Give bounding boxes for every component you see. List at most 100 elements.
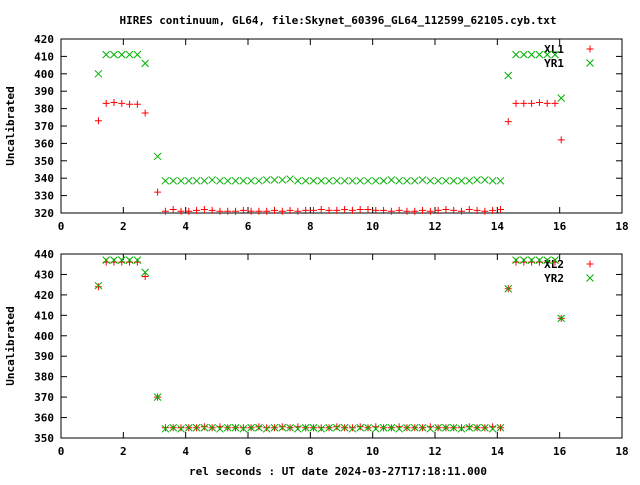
data-point [325, 176, 333, 185]
x-tick-label: 8 [307, 220, 314, 233]
data-point [192, 423, 201, 432]
data-point [294, 176, 302, 185]
data-point [286, 175, 294, 183]
y-tick-label: 340 [34, 172, 54, 185]
data-point [223, 176, 232, 185]
data-point [286, 206, 294, 214]
y-tick-label: 350 [34, 432, 54, 445]
data-point [239, 206, 247, 214]
data-point [434, 423, 442, 432]
data-point [325, 206, 333, 214]
legend-marker [586, 274, 594, 282]
data-point [527, 256, 536, 264]
data-point [262, 176, 271, 184]
data-point [465, 423, 474, 432]
data-point [364, 423, 372, 432]
data-point [177, 424, 185, 433]
data-point [102, 256, 111, 264]
x-tick-label: 6 [245, 445, 252, 458]
series-YR1 [94, 50, 566, 185]
data-point [496, 423, 505, 432]
data-point [333, 206, 341, 214]
data-point [224, 207, 232, 215]
data-point [504, 71, 513, 80]
data-point [364, 206, 372, 214]
y-tick-label: 330 [34, 190, 54, 203]
data-point [403, 423, 411, 432]
data-point [317, 206, 325, 214]
data-point [473, 176, 481, 184]
x-tick-label: 2 [120, 220, 127, 233]
data-point [543, 256, 552, 264]
data-point [232, 207, 240, 215]
data-point [125, 50, 134, 59]
data-point [94, 281, 103, 290]
data-point [512, 256, 520, 264]
data-point [504, 284, 513, 293]
data-point [426, 207, 434, 215]
data-point [380, 206, 388, 214]
data-point [450, 206, 458, 214]
data-point [332, 176, 341, 185]
data-point [161, 424, 170, 433]
data-point [387, 176, 396, 184]
x-tick-label: 18 [615, 220, 628, 233]
data-point [302, 206, 310, 214]
y-tick-label: 320 [34, 207, 54, 220]
data-point [192, 176, 201, 185]
x-tick-label: 4 [182, 445, 189, 458]
y-tick-label: 360 [34, 137, 54, 150]
data-point [294, 207, 302, 215]
data-point [333, 423, 341, 431]
data-point [110, 256, 118, 264]
data-point [496, 176, 505, 185]
data-point [379, 176, 388, 185]
data-point [332, 423, 341, 432]
x-tick-label: 6 [245, 220, 252, 233]
data-point [348, 206, 356, 214]
data-point [200, 423, 208, 431]
legend-label: YR1 [544, 57, 564, 70]
data-point [457, 207, 465, 215]
y-tick-label: 390 [34, 85, 54, 98]
data-point [457, 176, 466, 185]
y-tick-label: 430 [34, 268, 54, 281]
y-tick-label: 380 [34, 371, 54, 384]
data-point [133, 50, 142, 59]
y-axis-label: Uncalibrated [4, 306, 17, 385]
data-point [169, 206, 177, 214]
data-point [169, 423, 178, 432]
data-point [519, 256, 528, 264]
data-point [403, 176, 411, 185]
data-point [348, 424, 356, 432]
data-point [442, 423, 450, 432]
data-point [208, 206, 216, 214]
data-point [496, 206, 504, 214]
data-point [356, 206, 364, 214]
data-point [434, 176, 442, 185]
data-point [340, 176, 349, 185]
legend-marker [586, 45, 594, 53]
data-point [169, 176, 178, 185]
data-point [309, 176, 318, 185]
data-point [184, 176, 193, 185]
data-point [473, 423, 481, 432]
data-point [141, 109, 149, 117]
data-point [102, 99, 110, 107]
x-tick-label: 0 [58, 220, 65, 233]
series-YR2 [94, 256, 566, 433]
y-tick-label: 380 [34, 103, 54, 116]
y-tick-label: 390 [34, 350, 54, 363]
y-tick-label: 370 [34, 391, 54, 404]
data-point [94, 283, 102, 291]
data-point [177, 424, 185, 432]
data-point [216, 207, 224, 215]
data-point [403, 207, 411, 215]
data-point [278, 423, 286, 431]
data-point [348, 176, 357, 185]
y-axis-label: Uncalibrated [4, 86, 17, 165]
data-point [465, 176, 474, 185]
data-point [557, 136, 565, 144]
